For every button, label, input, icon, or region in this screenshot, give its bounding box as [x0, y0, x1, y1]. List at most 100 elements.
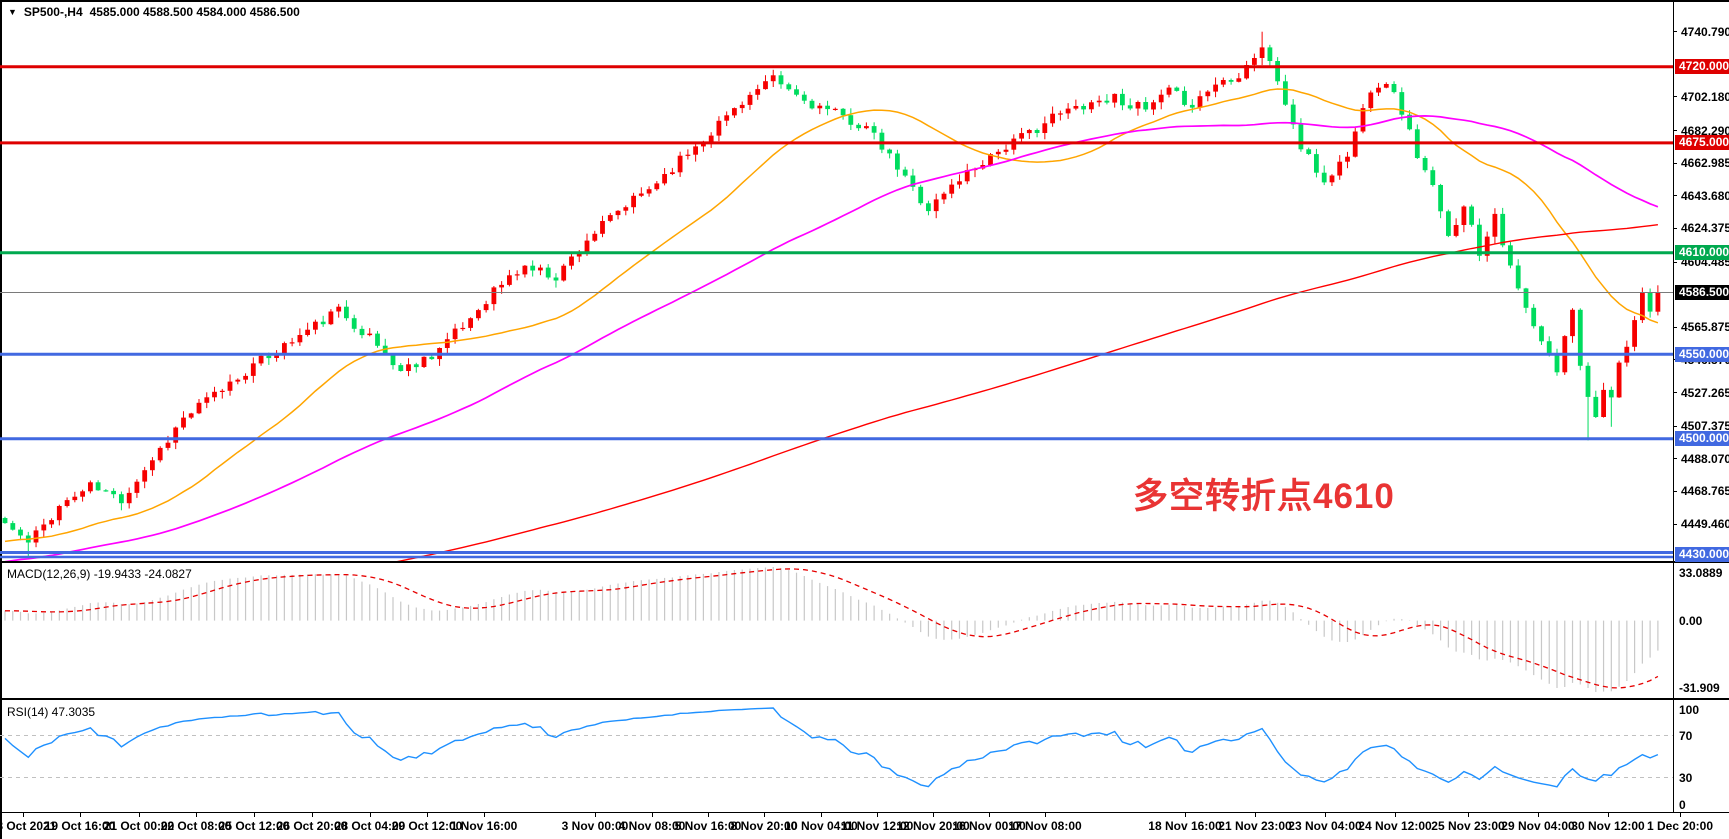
time-tick-mark	[80, 813, 81, 817]
time-tick-mark	[1395, 813, 1396, 817]
candle-body	[1189, 104, 1195, 108]
time-axis-label: 16 Nov 00:00	[952, 819, 1026, 833]
candle-body	[964, 170, 970, 182]
price-tick-mark	[1673, 162, 1677, 164]
level-price-label: 4720.000	[1675, 59, 1729, 75]
candle-body	[514, 274, 520, 276]
time-tick-mark	[484, 813, 485, 817]
time-tick-mark	[933, 813, 934, 817]
candle-body	[2, 518, 8, 524]
candle-body	[243, 375, 248, 380]
candle-body	[1469, 206, 1474, 225]
time-tick-mark	[254, 813, 255, 817]
candle-body	[258, 355, 264, 364]
candle-body	[708, 135, 714, 143]
rsi-pane-canvas[interactable]	[0, 701, 1673, 812]
candle-body	[1236, 78, 1242, 82]
time-tick-mark	[139, 813, 140, 817]
main-macd-divider[interactable]	[0, 561, 1729, 563]
candle-body	[165, 442, 171, 448]
candle-body	[1477, 224, 1482, 256]
candle-body	[1601, 389, 1606, 417]
rsi-axis-100: 100	[1679, 703, 1700, 717]
ma-slow-line	[396, 224, 1658, 561]
candle-body	[1213, 84, 1218, 92]
time-axis-label: 18 Nov 16:00	[1148, 819, 1222, 833]
time-axis-label: 3 Nov 00:00	[561, 819, 629, 833]
price-tick-mark	[1673, 425, 1677, 427]
price-tick-mark	[1673, 458, 1677, 460]
candle-body	[142, 470, 148, 482]
candle-body	[421, 356, 427, 367]
candle-body	[1585, 365, 1591, 397]
price-tick-mark	[1673, 195, 1677, 197]
candle-body	[235, 379, 241, 382]
time-axis-label: 10 Nov 04:00	[784, 819, 858, 833]
candle-body	[1166, 87, 1172, 95]
candle-body	[344, 306, 349, 319]
candle-body	[476, 310, 481, 319]
candle-body	[1298, 124, 1304, 150]
candle-body	[429, 356, 435, 360]
candle-body	[375, 333, 380, 346]
candle-body	[1220, 80, 1226, 85]
candle-body	[910, 175, 916, 187]
candle-body	[64, 500, 70, 506]
time-axis-label: 12 Nov 20:00	[896, 819, 970, 833]
time-axis-label: 25 Oct 12:00	[218, 819, 290, 833]
time-axis-label: 17 Nov 08:00	[1008, 819, 1082, 833]
candle-body	[328, 311, 334, 325]
candle-body	[825, 105, 830, 110]
candle-body	[1492, 213, 1498, 237]
candle-body	[638, 193, 644, 196]
candle-body	[444, 339, 450, 348]
price-tick-label: 4624.375	[1681, 221, 1729, 236]
candle-body	[1376, 87, 1381, 93]
time-axis-label: 11 Nov 12:00	[840, 819, 914, 833]
candle-body	[1655, 292, 1661, 312]
candle-body	[1275, 61, 1280, 82]
candle-body	[1182, 90, 1187, 105]
candle-body	[1228, 80, 1234, 82]
candle-body	[1244, 65, 1249, 79]
candle-body	[949, 184, 955, 194]
candle-body	[677, 155, 683, 173]
candle-body	[1461, 206, 1467, 225]
symbol-dropdown-icon[interactable]: ▼	[8, 7, 17, 17]
candle-body	[359, 328, 365, 336]
candle-body	[561, 265, 567, 281]
candle-body	[763, 81, 768, 90]
candle-body	[1065, 108, 1071, 114]
candle-body	[1554, 355, 1560, 373]
candle-body	[289, 342, 295, 344]
candle-body	[1127, 105, 1133, 109]
candle-body	[173, 427, 179, 443]
time-axis-label: 21 Nov 23:00	[1218, 819, 1292, 833]
price-tick-label: 4643.680	[1681, 188, 1729, 203]
macd-rsi-divider[interactable]	[0, 698, 1729, 700]
candle-body	[739, 104, 745, 109]
candle-body	[103, 490, 109, 492]
time-axis-label: 28 Oct 04:00	[334, 819, 406, 833]
candle-body	[1368, 92, 1374, 109]
candle-body	[406, 364, 411, 371]
candle-body	[41, 524, 47, 531]
candle-body	[1321, 172, 1327, 183]
time-tick-mark	[1255, 813, 1256, 817]
time-tick-mark	[652, 813, 653, 817]
candle-body	[879, 132, 885, 150]
candle-body	[631, 195, 636, 208]
level-price-label: 4550.000	[1675, 346, 1729, 362]
price-tick-mark	[1673, 392, 1677, 394]
price-tick-label: 4682.290	[1681, 123, 1729, 138]
level-price-label: 4610.000	[1675, 245, 1729, 261]
main-chart-canvas[interactable]	[0, 0, 1673, 561]
candle-body	[150, 460, 155, 471]
macd-pane-canvas[interactable]	[0, 563, 1673, 698]
candle-body	[49, 520, 54, 525]
candle-body	[1446, 211, 1451, 236]
candle-body	[1360, 108, 1366, 132]
candle-body	[95, 482, 101, 491]
time-axis-label: 5 Nov 16:00	[674, 819, 742, 833]
candle-body	[250, 363, 256, 376]
